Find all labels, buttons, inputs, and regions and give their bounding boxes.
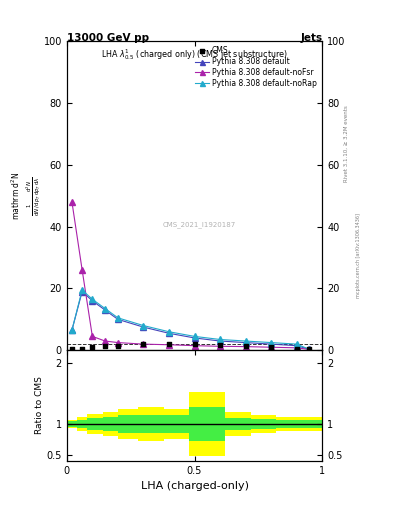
CMS [166,340,172,348]
Legend: CMS, Pythia 8.308 default, Pythia 8.308 default-noFsr, Pythia 8.308 default-noRa: CMS, Pythia 8.308 default, Pythia 8.308 … [194,45,318,90]
Pythia 8.308 default-noRap [218,336,222,343]
CMS [268,343,274,351]
Line: Pythia 8.308 default-noFsr: Pythia 8.308 default-noFsr [69,199,312,352]
Pythia 8.308 default-noFsr [243,344,248,350]
Pythia 8.308 default-noFsr [218,343,222,349]
Pythia 8.308 default [80,288,84,294]
Pythia 8.308 default [116,316,120,323]
Pythia 8.308 default-noFsr [307,346,312,352]
Text: Jets: Jets [300,33,322,44]
Pythia 8.308 default-noFsr [294,345,299,351]
Pythia 8.308 default-noRap [192,333,197,339]
Line: Pythia 8.308 default: Pythia 8.308 default [69,289,312,352]
Pythia 8.308 default [90,298,95,304]
Pythia 8.308 default-noRap [307,346,312,352]
Pythia 8.308 default-noFsr [141,341,146,347]
Pythia 8.308 default [218,338,222,344]
Pythia 8.308 default [103,307,108,313]
CMS [307,345,313,353]
Pythia 8.308 default [307,346,312,352]
Pythia 8.308 default-noRap [294,341,299,347]
Text: CMS_2021_I1920187: CMS_2021_I1920187 [163,222,236,228]
Line: Pythia 8.308 default-noRap: Pythia 8.308 default-noRap [69,287,312,352]
Pythia 8.308 default-noRap [90,296,95,303]
Pythia 8.308 default-noFsr [269,344,274,350]
Text: LHA $\lambda^{1}_{0.5}$ (charged only) (CMS jet substructure): LHA $\lambda^{1}_{0.5}$ (charged only) (… [101,47,288,62]
CMS [115,342,121,350]
Pythia 8.308 default [269,341,274,347]
Pythia 8.308 default [294,343,299,349]
CMS [79,345,85,353]
Text: Rivet 3.1.10, ≥ 3.2M events: Rivet 3.1.10, ≥ 3.2M events [344,105,349,182]
Pythia 8.308 default-noRap [103,306,108,312]
Pythia 8.308 default-noFsr [80,267,84,273]
CMS [242,342,249,350]
Pythia 8.308 default [192,335,197,341]
Pythia 8.308 default [70,327,74,333]
Pythia 8.308 default [141,324,146,330]
CMS [191,340,198,348]
Pythia 8.308 default [167,330,171,336]
Y-axis label: mathrm d$^2$N
$\frac{1}{\mathrm{d}N\,/\,\mathrm{d}p_T}\frac{\mathrm{d}^2N}{\math: mathrm d$^2$N $\frac{1}{\mathrm{d}N\,/\,… [10,172,42,220]
Pythia 8.308 default-noFsr [167,342,171,348]
Text: mcplots.cern.ch [arXiv:1306.3436]: mcplots.cern.ch [arXiv:1306.3436] [356,214,361,298]
Pythia 8.308 default [243,339,248,346]
CMS [89,343,95,351]
Pythia 8.308 default-noFsr [103,338,108,344]
Y-axis label: Ratio to CMS: Ratio to CMS [35,377,44,435]
CMS [140,340,147,348]
Pythia 8.308 default-noFsr [70,199,74,205]
Pythia 8.308 default-noFsr [116,339,120,346]
CMS [69,345,75,353]
Text: 13000 GeV pp: 13000 GeV pp [67,33,149,44]
Pythia 8.308 default-noRap [80,287,84,293]
X-axis label: LHA (charged-only): LHA (charged-only) [141,481,248,491]
CMS [102,342,108,350]
Pythia 8.308 default-noFsr [192,343,197,349]
Pythia 8.308 default-noRap [167,329,171,335]
Pythia 8.308 default-noRap [141,323,146,329]
Pythia 8.308 default-noRap [116,315,120,321]
Pythia 8.308 default-noRap [269,339,274,346]
Pythia 8.308 default-noFsr [90,333,95,339]
CMS [217,340,223,349]
Pythia 8.308 default-noRap [243,338,248,344]
CMS [294,345,300,353]
Pythia 8.308 default-noRap [70,327,74,333]
